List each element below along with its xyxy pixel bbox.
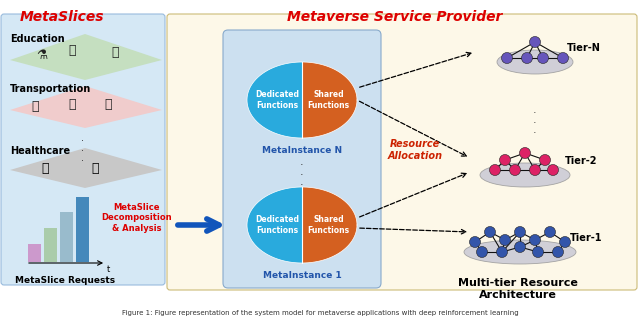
Text: 🏥: 🏥 — [41, 162, 49, 174]
FancyBboxPatch shape — [223, 30, 381, 288]
Ellipse shape — [464, 240, 576, 264]
Text: MetaInstance 1: MetaInstance 1 — [262, 271, 341, 280]
Text: Tier-1: Tier-1 — [570, 233, 602, 243]
Circle shape — [545, 226, 556, 237]
Text: Healthcare: Healthcare — [10, 146, 70, 156]
Text: ·
·
·: · · · — [300, 160, 304, 190]
Text: ·
·
·: · · · — [81, 136, 84, 166]
Text: Multi-tier Resource
Architecture: Multi-tier Resource Architecture — [458, 278, 578, 300]
Polygon shape — [247, 187, 302, 263]
Text: 🖥: 🖥 — [111, 46, 119, 58]
Bar — [28, 244, 41, 262]
Ellipse shape — [497, 50, 573, 74]
Circle shape — [559, 236, 570, 247]
Text: MetaSlices: MetaSlices — [20, 10, 104, 24]
Text: MetaInstance N: MetaInstance N — [262, 146, 342, 155]
Text: Shared
Functions: Shared Functions — [307, 90, 349, 110]
Bar — [60, 212, 73, 262]
Circle shape — [532, 246, 543, 257]
Text: t: t — [107, 265, 110, 274]
Text: Dedicated
Functions: Dedicated Functions — [255, 90, 300, 110]
Polygon shape — [247, 62, 302, 138]
Text: Resource
Allocation: Resource Allocation — [387, 139, 443, 161]
Text: Tier-2: Tier-2 — [565, 156, 598, 166]
Text: Metaverse Service Provider: Metaverse Service Provider — [287, 10, 502, 24]
Circle shape — [529, 164, 541, 175]
Circle shape — [499, 154, 511, 165]
Circle shape — [552, 246, 563, 257]
Polygon shape — [10, 34, 162, 80]
Polygon shape — [302, 187, 357, 263]
Circle shape — [502, 53, 513, 64]
Circle shape — [529, 234, 541, 245]
FancyBboxPatch shape — [167, 14, 637, 290]
Circle shape — [515, 242, 525, 253]
Circle shape — [529, 36, 541, 47]
Polygon shape — [302, 62, 357, 138]
Circle shape — [509, 164, 520, 175]
Text: 👥: 👥 — [92, 162, 99, 174]
Circle shape — [538, 53, 548, 64]
Circle shape — [522, 53, 532, 64]
Circle shape — [547, 164, 559, 175]
Circle shape — [520, 148, 531, 159]
Circle shape — [499, 234, 511, 245]
Text: Transportation: Transportation — [10, 84, 92, 94]
FancyBboxPatch shape — [1, 14, 165, 285]
Text: MetaSlice Requests: MetaSlice Requests — [15, 276, 115, 285]
Text: Tier-N: Tier-N — [567, 43, 601, 53]
Text: Shared
Functions: Shared Functions — [307, 215, 349, 235]
Circle shape — [477, 246, 488, 257]
Circle shape — [540, 154, 550, 165]
Text: Figure 1: Figure representation of the system model for metaverse applications w: Figure 1: Figure representation of the s… — [122, 310, 518, 316]
Text: Education: Education — [10, 34, 65, 44]
Circle shape — [484, 226, 495, 237]
Text: 📦: 📦 — [68, 98, 76, 110]
Ellipse shape — [480, 163, 570, 187]
Polygon shape — [10, 86, 162, 128]
Polygon shape — [10, 148, 162, 188]
Text: MetaSlice
Decomposition
& Analysis: MetaSlice Decomposition & Analysis — [101, 203, 172, 233]
Text: 🏭: 🏭 — [68, 44, 76, 57]
Circle shape — [490, 164, 500, 175]
Text: ⚗: ⚗ — [36, 49, 47, 62]
Text: ·
·
·: · · · — [533, 108, 537, 138]
Text: 🚃: 🚃 — [104, 98, 112, 110]
Bar — [44, 228, 57, 262]
Text: 🚛: 🚛 — [31, 99, 39, 112]
Circle shape — [557, 53, 568, 64]
Circle shape — [515, 226, 525, 237]
Circle shape — [470, 236, 481, 247]
Circle shape — [497, 246, 508, 257]
Bar — [76, 197, 89, 262]
Text: Dedicated
Functions: Dedicated Functions — [255, 215, 300, 235]
